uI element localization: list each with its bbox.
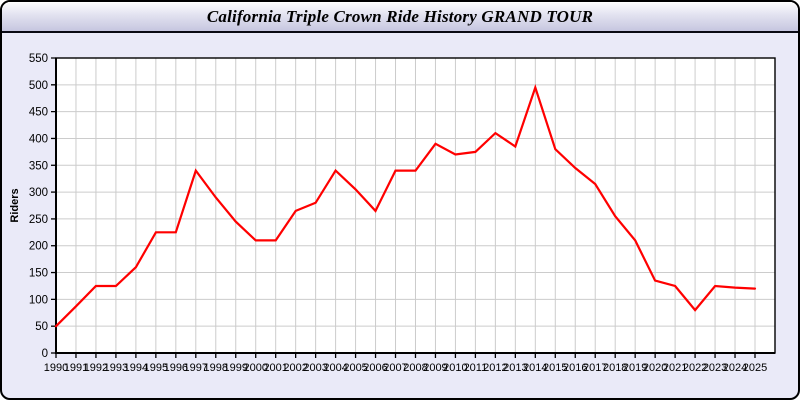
svg-text:2011: 2011 <box>464 362 488 374</box>
svg-text:2019: 2019 <box>623 362 647 374</box>
svg-text:2009: 2009 <box>423 362 447 374</box>
svg-text:400: 400 <box>29 133 48 145</box>
riders-data-line <box>54 84 757 328</box>
svg-text:2003: 2003 <box>303 362 327 374</box>
svg-text:2005: 2005 <box>343 362 367 374</box>
svg-text:1996: 1996 <box>164 362 188 374</box>
svg-text:2012: 2012 <box>483 362 507 374</box>
svg-text:100: 100 <box>29 294 48 306</box>
svg-text:2007: 2007 <box>383 362 407 374</box>
svg-text:2001: 2001 <box>263 362 287 374</box>
svg-text:0: 0 <box>42 348 48 360</box>
svg-text:300: 300 <box>29 187 48 199</box>
ride-history-chart: 0501001502002503003504004505005501990199… <box>9 53 776 374</box>
svg-text:550: 550 <box>29 53 48 65</box>
svg-text:2020: 2020 <box>643 362 667 374</box>
svg-text:2018: 2018 <box>603 362 627 374</box>
svg-text:2013: 2013 <box>503 362 527 374</box>
svg-text:2010: 2010 <box>443 362 467 374</box>
svg-text:1990: 1990 <box>44 362 68 374</box>
svg-text:1992: 1992 <box>84 362 108 374</box>
x-axis-labels: 1990199119921993199419951996199719981999… <box>44 362 767 374</box>
svg-text:2021: 2021 <box>663 362 687 374</box>
svg-text:2015: 2015 <box>543 362 567 374</box>
svg-text:2000: 2000 <box>243 362 267 374</box>
svg-text:1995: 1995 <box>144 362 168 374</box>
svg-text:2025: 2025 <box>743 362 767 374</box>
svg-text:450: 450 <box>29 107 48 119</box>
svg-text:2002: 2002 <box>283 362 307 374</box>
y-axis-labels: 0 50 100 150 200 250 300 350 400 450 500 550 <box>29 53 48 360</box>
svg-text:2023: 2023 <box>703 362 727 374</box>
svg-text:2024: 2024 <box>723 362 747 374</box>
tick-marks <box>51 57 756 358</box>
svg-text:1998: 1998 <box>204 362 228 374</box>
svg-text:250: 250 <box>29 214 48 226</box>
svg-text:2022: 2022 <box>683 362 707 374</box>
svg-text:200: 200 <box>29 241 48 253</box>
svg-text:1993: 1993 <box>104 362 128 374</box>
svg-text:350: 350 <box>29 160 48 172</box>
svg-text:2004: 2004 <box>323 362 347 374</box>
title-bar: California Triple Crown Ride History GRA… <box>2 2 798 33</box>
gridlines <box>56 58 775 353</box>
svg-text:2008: 2008 <box>403 362 427 374</box>
svg-text:1999: 1999 <box>224 362 248 374</box>
svg-text:1997: 1997 <box>184 362 208 374</box>
svg-text:500: 500 <box>29 80 48 92</box>
svg-text:2017: 2017 <box>583 362 607 374</box>
svg-text:150: 150 <box>29 268 48 280</box>
svg-text:2016: 2016 <box>563 362 587 374</box>
y-axis-title: Riders <box>9 188 21 222</box>
svg-text:1991: 1991 <box>64 362 88 374</box>
svg-text:50: 50 <box>35 321 48 333</box>
svg-text:2006: 2006 <box>363 362 387 374</box>
svg-text:2014: 2014 <box>523 362 547 374</box>
svg-text:1994: 1994 <box>124 362 148 374</box>
chart-area: 0 50 100 150 200 250 300 350 400 450 500 550 1990 199… <box>2 33 798 398</box>
chart-title: California Triple Crown Ride History GRA… <box>206 6 594 26</box>
